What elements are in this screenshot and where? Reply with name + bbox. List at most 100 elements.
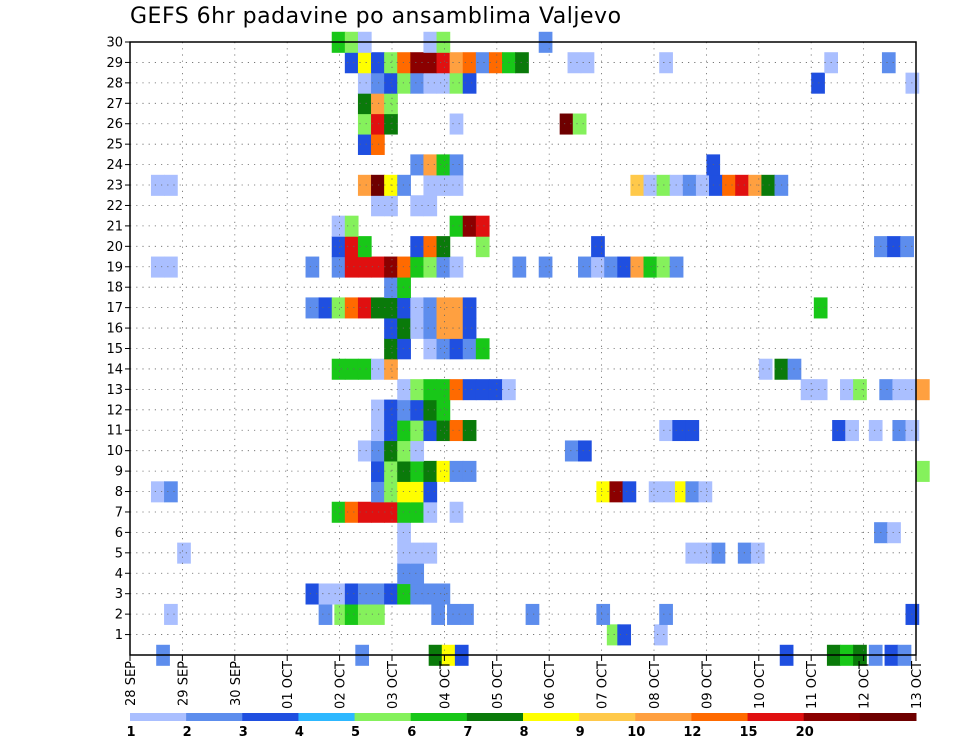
heatmap-cell	[711, 542, 726, 564]
x-tick-label: 29 SEP	[176, 661, 191, 706]
heatmap-cell	[371, 460, 385, 482]
heatmap-cell	[648, 481, 663, 503]
heatmap-cell	[447, 603, 461, 625]
heatmap-cell	[331, 501, 346, 523]
heatmap-cell	[811, 72, 825, 94]
heatmap-cell	[654, 624, 668, 646]
y-tick-label: 3	[115, 587, 123, 602]
heatmap-cell	[722, 174, 736, 196]
heatmap-cell	[900, 236, 914, 258]
heatmap-cell	[832, 420, 846, 442]
heatmap-cell	[397, 338, 411, 360]
y-tick-label: 21	[106, 219, 123, 234]
y-tick-label: 12	[106, 403, 123, 418]
heatmap-cell	[475, 338, 490, 360]
legend-swatch	[747, 713, 805, 721]
heatmap-cell	[357, 72, 372, 94]
y-tick-label: 24	[106, 158, 123, 173]
heatmap-cell	[449, 256, 464, 278]
legend-label: 5	[351, 725, 360, 740]
heatmap-cell	[397, 460, 411, 482]
heatmap-cell	[591, 256, 605, 278]
heatmap-cell	[410, 256, 425, 278]
heatmap-cell	[410, 72, 425, 94]
heatmap-cell	[449, 420, 464, 442]
heatmap-cell	[150, 481, 165, 503]
heatmap-cell	[371, 420, 385, 442]
heatmap-cell	[371, 113, 385, 135]
heatmap-cell	[397, 174, 411, 196]
heatmap-cell	[853, 379, 867, 401]
heatmap-cell	[423, 195, 438, 217]
heatmap-cell	[436, 338, 451, 360]
heatmap-cell	[682, 174, 697, 196]
heatmap-cell	[410, 297, 425, 319]
heatmap-cell	[410, 52, 425, 74]
heatmap-cell	[410, 195, 425, 217]
heatmap-cell	[397, 440, 411, 462]
heatmap-cell	[475, 379, 490, 401]
heatmap-cell	[344, 358, 359, 380]
heatmap-cell	[423, 297, 438, 319]
heatmap-cell	[357, 297, 372, 319]
heatmap-cell	[758, 358, 773, 380]
heatmap-cell	[397, 256, 411, 278]
heatmap-cell	[164, 256, 178, 278]
heatmap-cell	[331, 215, 346, 237]
heatmap-cell	[397, 379, 411, 401]
heatmap-cell	[357, 583, 372, 605]
heatmap-cell	[410, 501, 425, 523]
heatmap-cell	[305, 583, 320, 605]
legend-label: 8	[519, 725, 528, 740]
heatmap-cell	[685, 542, 700, 564]
heatmap-cell	[436, 236, 451, 258]
heatmap-cell	[462, 460, 477, 482]
y-tick-label: 11	[106, 424, 123, 439]
heatmap-cell	[449, 215, 464, 237]
heatmap-cell	[371, 256, 385, 278]
legend-swatch	[691, 713, 749, 721]
heatmap-cell	[371, 174, 385, 196]
heatmap-cell	[423, 236, 438, 258]
heatmap-cell	[397, 542, 411, 564]
heatmap-cell	[164, 603, 178, 625]
heatmap-cell	[410, 583, 425, 605]
heatmap-cell	[462, 297, 477, 319]
heatmap-cell	[617, 256, 632, 278]
y-tick-label: 22	[106, 199, 123, 214]
heatmap-cell	[622, 481, 637, 503]
heatmap-cell	[397, 501, 411, 523]
heatmap-cell	[449, 338, 464, 360]
heatmap-cell	[685, 420, 700, 442]
legend-label: 9	[576, 725, 585, 740]
heatmap-cell	[449, 113, 464, 135]
heatmap-cell	[357, 52, 372, 74]
heatmap-cell	[344, 256, 359, 278]
heatmap-cell	[164, 174, 178, 196]
y-tick-label: 10	[106, 444, 123, 459]
heatmap-cell	[371, 603, 385, 625]
heatmap-cell	[423, 420, 438, 442]
heatmap-cell	[423, 460, 438, 482]
heatmap-cell	[318, 583, 333, 605]
heatmap-cell	[449, 297, 464, 319]
x-axis: 28 SEP 29 SEP 30 SEP 01 OCT 02 OCT 03 OCT 04 O…	[124, 655, 925, 709]
heatmap-cell	[436, 379, 451, 401]
heatmap-cell	[331, 236, 346, 258]
heatmap-cell	[436, 154, 451, 176]
heatmap-cell	[371, 481, 385, 503]
heatmap-cell	[449, 154, 464, 176]
heatmap-cell	[371, 358, 385, 380]
heatmap-cell	[318, 297, 333, 319]
heatmap-cell	[397, 522, 411, 544]
heatmap-cell	[410, 460, 425, 482]
heatmap-cell	[371, 399, 385, 421]
x-tick-label: 11 OCT	[805, 661, 820, 709]
heatmap-cell	[423, 501, 438, 523]
legend-label: 1	[126, 725, 135, 740]
heatmap-cell	[475, 215, 490, 237]
heatmap-cell	[449, 317, 464, 339]
heatmap-cell	[709, 174, 723, 196]
heatmap-cell	[344, 52, 359, 74]
heatmap-cell	[410, 236, 425, 258]
